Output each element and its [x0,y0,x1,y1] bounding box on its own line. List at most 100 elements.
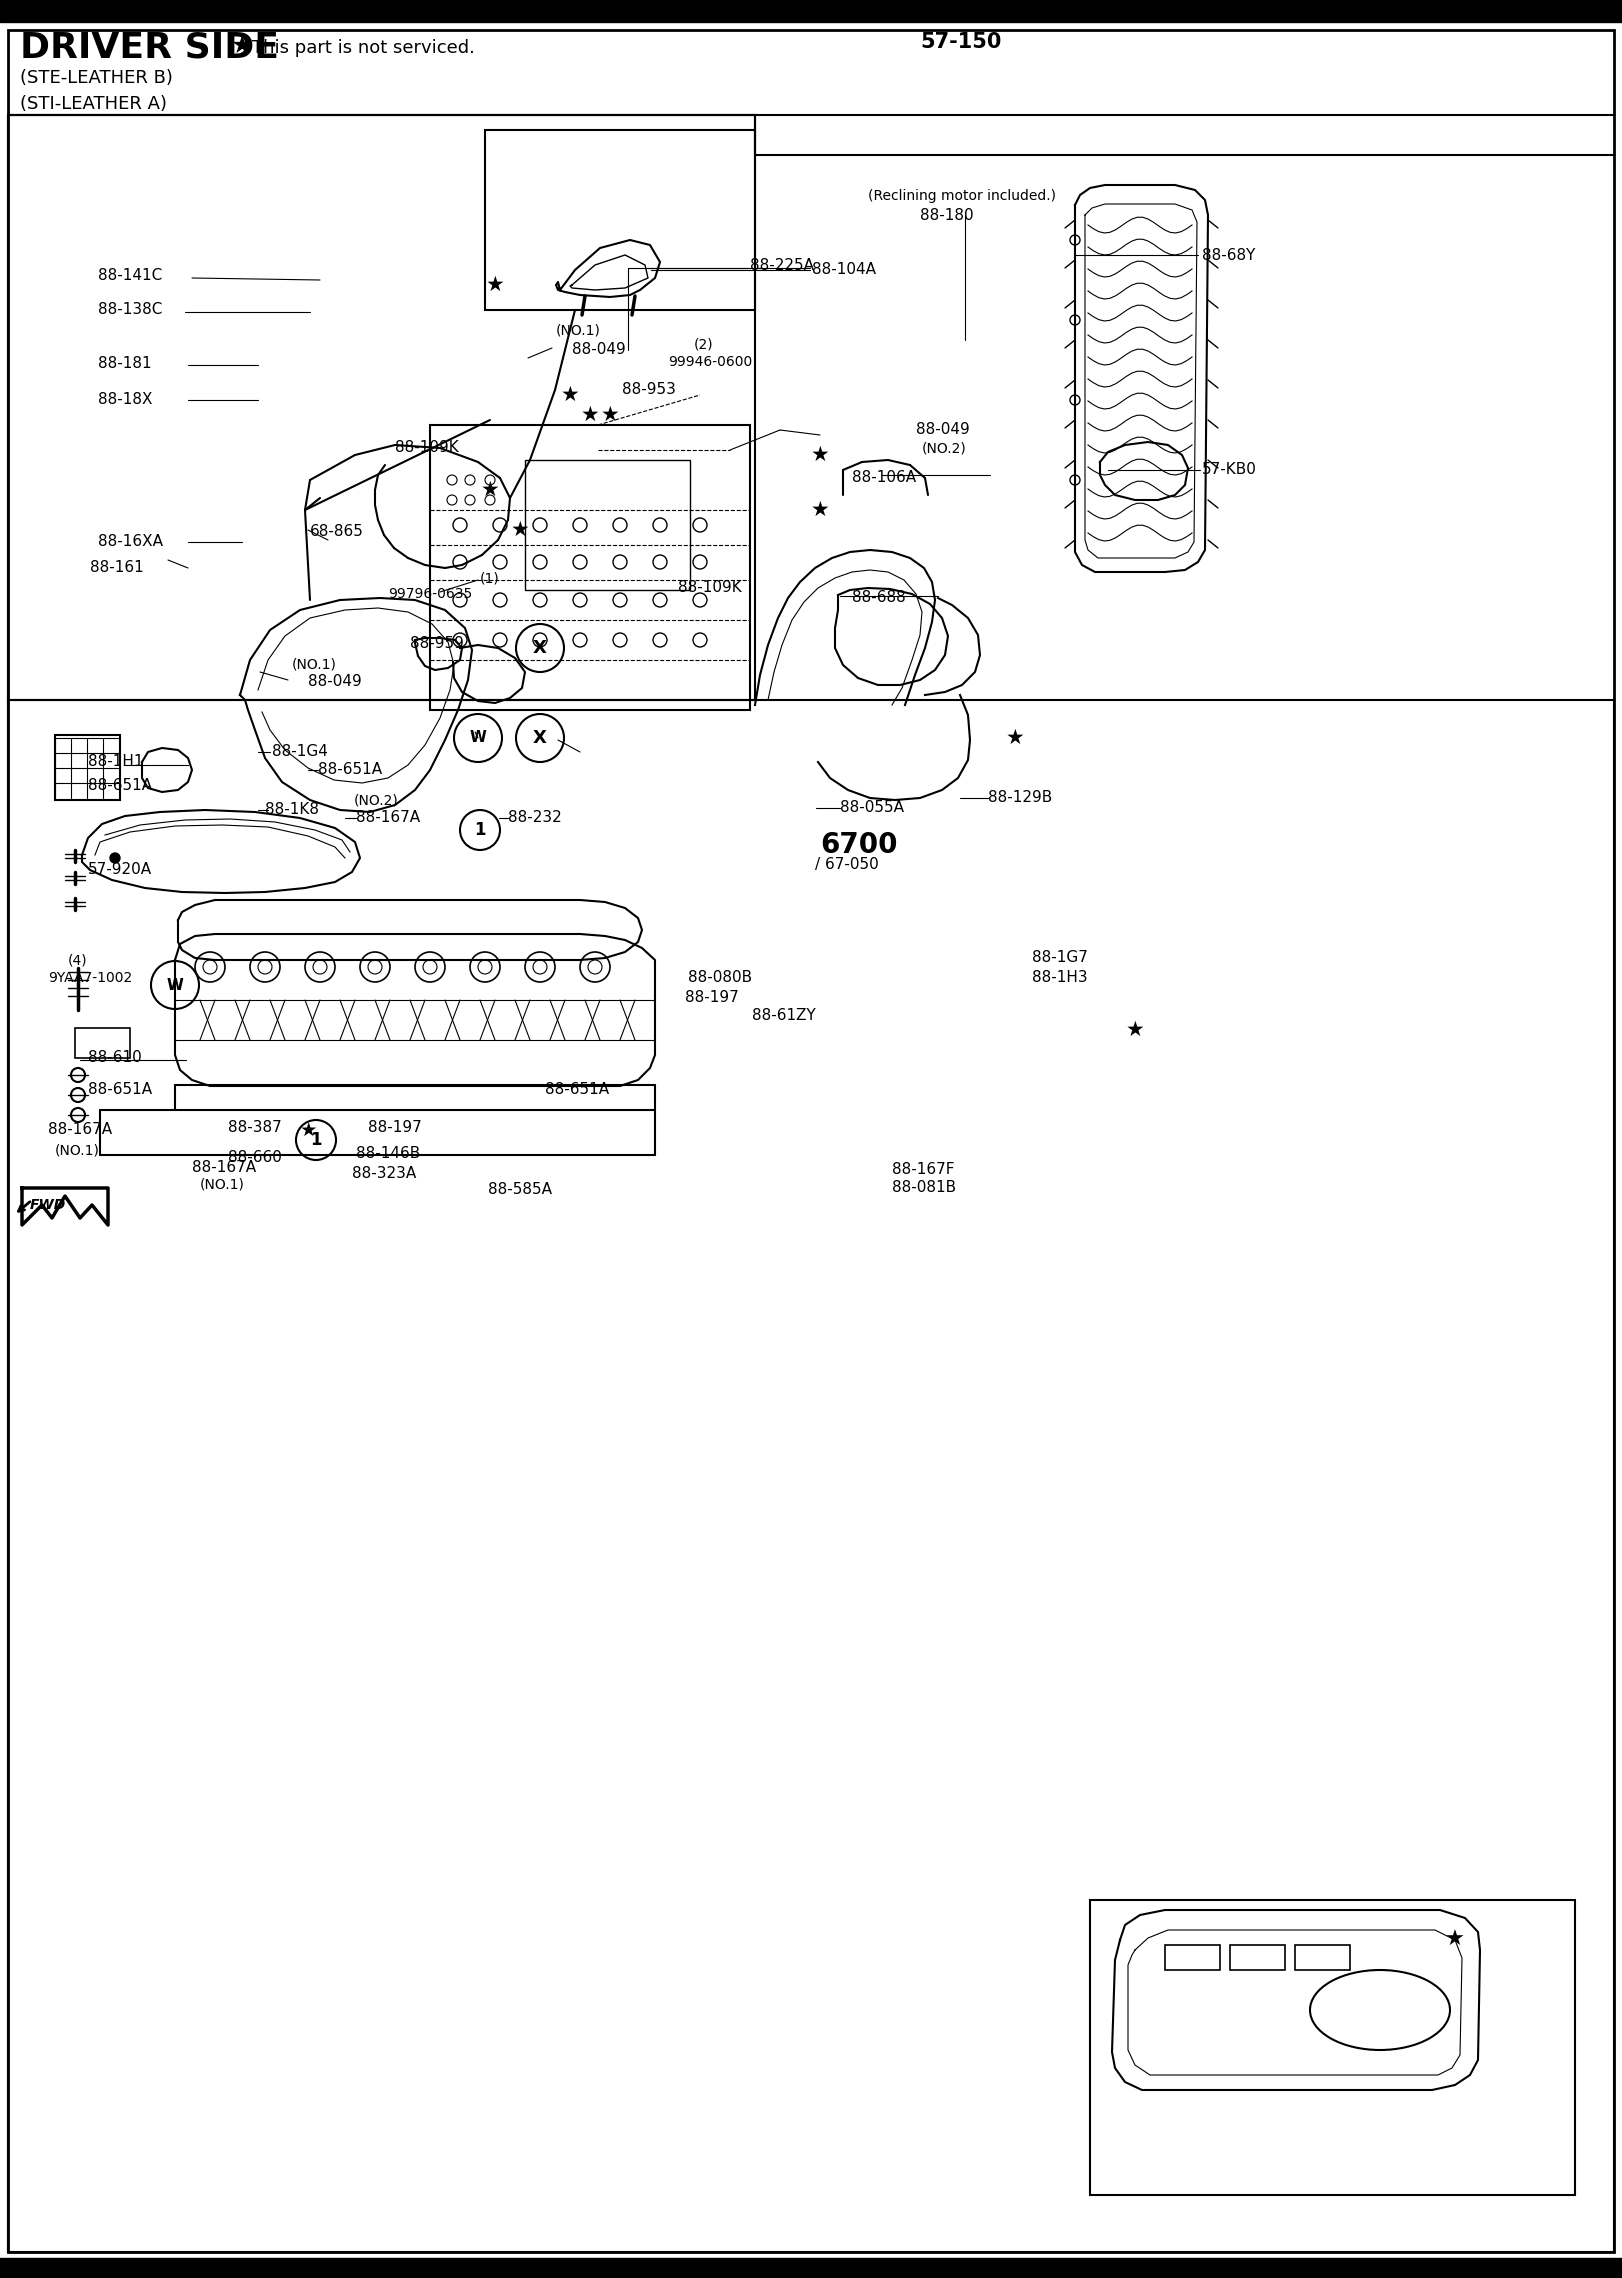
Text: ★: ★ [1006,729,1025,747]
Circle shape [110,852,120,863]
Text: (NO.1): (NO.1) [55,1144,101,1157]
Text: 88-104A: 88-104A [813,262,876,278]
Text: 88-688: 88-688 [852,590,905,606]
Text: 88-161: 88-161 [89,560,144,576]
Text: 57-150: 57-150 [920,32,1002,52]
Text: 88-141C: 88-141C [97,269,162,282]
Text: (1): (1) [480,572,500,585]
Text: 1: 1 [310,1130,321,1148]
Text: 88-959: 88-959 [410,636,464,652]
Text: (Reclining motor included.): (Reclining motor included.) [868,189,1056,203]
Text: 88-049: 88-049 [916,421,970,437]
Text: FWD: FWD [29,1198,67,1212]
Text: 88-181: 88-181 [97,355,151,371]
Text: 88-232: 88-232 [508,811,561,825]
Text: 88-651A: 88-651A [88,1082,152,1098]
Text: (STI-LEATHER A): (STI-LEATHER A) [19,96,167,114]
Bar [8,699,1614,2253]
Text: 99946-0600: 99946-0600 [668,355,753,369]
Text: 88-049: 88-049 [308,674,362,690]
Bar [1090,1900,1575,2196]
Bar [526,460,689,590]
Text: 88-167F: 88-167F [892,1162,954,1178]
Bar [8,114,754,699]
Text: ★: ★ [480,481,500,499]
Text: 88-651A: 88-651A [545,1082,610,1098]
Text: 88-197: 88-197 [368,1121,422,1134]
Text: 88-081B: 88-081B [892,1180,955,1196]
Text: W: W [167,977,183,993]
Text: 88-055A: 88-055A [840,800,903,816]
Text: 88-225A: 88-225A [749,257,814,273]
Text: (NO.1): (NO.1) [556,323,600,337]
Text: 88-1G4: 88-1G4 [272,745,328,759]
Text: 88-109K: 88-109K [396,440,459,456]
Bar [430,426,749,711]
Text: (NO.1): (NO.1) [200,1178,245,1191]
Bar [75,1027,130,1057]
Text: 88-16XA: 88-16XA [97,535,162,549]
Text: 88-18X: 88-18X [97,392,152,405]
Bar [1294,1945,1350,1970]
Text: 88-1H3: 88-1H3 [1032,970,1088,986]
Text: ★: ★ [298,1121,316,1139]
Text: 88-68Y: 88-68Y [1202,248,1255,262]
Text: 6700: 6700 [821,831,897,859]
Text: 88-651A: 88-651A [318,763,383,777]
Text: 88-049: 88-049 [573,342,626,358]
Text: (STE-LEATHER B): (STE-LEATHER B) [19,68,174,87]
Text: ★: ★ [1445,1929,1465,1950]
Text: 88-387: 88-387 [229,1121,282,1134]
Text: 88-129B: 88-129B [988,790,1053,806]
Text: 88-61ZY: 88-61ZY [753,1007,816,1023]
Text: 88-138C: 88-138C [97,303,162,317]
Text: ★: ★ [511,519,529,540]
Text: 9YAA7-1002: 9YAA7-1002 [49,970,133,984]
Bar [1165,1945,1220,1970]
Text: ★: ★ [561,385,579,405]
Text: 88-585A: 88-585A [488,1182,551,1198]
Bar [485,130,754,310]
Text: DRIVER SIDE: DRIVER SIDE [19,32,279,66]
Text: X: X [534,640,547,656]
Text: 99796-0635: 99796-0635 [388,588,472,601]
Text: 88-080B: 88-080B [688,970,753,986]
Text: 88-1G7: 88-1G7 [1032,950,1088,966]
Text: X: X [534,729,547,747]
Text: (NO.2): (NO.2) [921,442,967,456]
Text: (NO.1): (NO.1) [292,658,337,672]
Text: This part is not serviced.: This part is not serviced. [251,39,475,57]
Text: (2): (2) [694,337,714,351]
Text: 88-1K8: 88-1K8 [264,802,320,818]
Text: ★: ★ [811,444,829,465]
Text: 88-323A: 88-323A [352,1166,417,1180]
Text: 88-180: 88-180 [920,207,973,223]
Text: (4): (4) [68,952,88,966]
Text: (NO.2): (NO.2) [354,793,399,806]
Bar [1229,1945,1285,1970]
Text: ★: ★ [581,405,600,426]
Text: 1: 1 [474,820,485,838]
Text: 57-920A: 57-920A [88,863,152,877]
Text: ★: ★ [811,499,829,519]
Text: 88-651A: 88-651A [88,777,152,793]
Text: 88-610: 88-610 [88,1050,141,1066]
Text: 68-865: 68-865 [310,524,363,540]
Text: 88-167A: 88-167A [191,1160,256,1175]
Text: 88-1H1: 88-1H1 [88,754,143,770]
Text: 57-KB0: 57-KB0 [1202,462,1257,478]
Bar [55,736,120,800]
Text: W: W [469,731,487,745]
Text: 88-197: 88-197 [684,991,738,1005]
Text: 88-660: 88-660 [229,1150,282,1166]
Text: ★: ★ [485,276,504,294]
Text: 88-146B: 88-146B [355,1146,420,1160]
Text: / 67-050: / 67-050 [814,857,879,872]
Text: 88-106A: 88-106A [852,472,916,485]
Text: ★: ★ [1126,1021,1145,1041]
Text: ★: ★ [230,34,253,57]
Text: 88-167A: 88-167A [49,1123,112,1137]
Text: 88-109K: 88-109K [678,581,741,595]
Text: 88-953: 88-953 [621,383,676,396]
Text: ★: ★ [600,405,620,426]
